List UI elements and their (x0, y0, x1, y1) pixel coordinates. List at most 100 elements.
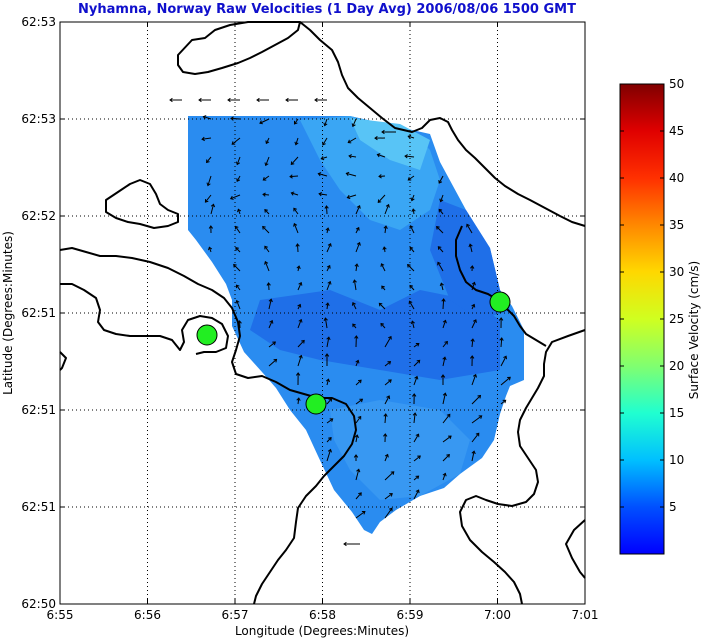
velocity-arrow (407, 175, 415, 181)
y-tick-label: 62:51 (21, 403, 56, 417)
x-tick-label: 6:58 (309, 608, 336, 622)
velocity-arrow (323, 118, 328, 127)
velocity-arrow (318, 191, 328, 197)
velocity-arrow (413, 375, 419, 386)
coastline-sw-islet (59, 351, 67, 371)
coastline-north-shore (299, 21, 586, 227)
velocity-arrow (383, 433, 388, 443)
velocity-arrow (439, 282, 444, 291)
velocity-arrow (470, 338, 475, 348)
x-axis-ticks: 6:55 6:56 6:57 6:58 6:59 7:00 7:01 (47, 22, 598, 622)
velocity-arrow (381, 129, 396, 135)
x-tick-label: 7:00 (484, 608, 511, 622)
velocity-arrow (407, 134, 415, 139)
velocity-arrow (442, 413, 451, 424)
velocity-arrow (326, 264, 331, 272)
velocity-arrow (206, 156, 212, 164)
velocity-arrow (355, 492, 362, 500)
velocity-arrow (256, 97, 269, 103)
velocity-arrow (407, 264, 415, 272)
velocity-arrow (266, 282, 271, 291)
velocity-arrow (471, 432, 480, 443)
velocity-arrow (268, 319, 274, 329)
velocity-arrow (324, 353, 330, 367)
velocity-arrow (294, 137, 299, 146)
velocity-arrow (441, 298, 446, 310)
velocity-arrow (297, 281, 303, 291)
velocity-arrow (353, 454, 359, 462)
velocity-arrow (235, 284, 241, 291)
velocity-arrow (285, 97, 298, 103)
coastline-east-shore (459, 329, 586, 605)
velocity-arrow (347, 137, 357, 144)
velocity-arrow (466, 223, 473, 234)
velocity-arrow (442, 435, 452, 443)
velocity-arrow (343, 541, 360, 547)
velocity-arrow (413, 359, 421, 367)
velocity-arrow (297, 339, 305, 348)
coastline-west-peninsula (59, 247, 357, 605)
colorbar-tick-label: 35 (669, 218, 684, 232)
velocity-arrow (411, 208, 416, 215)
velocity-arrow (381, 285, 386, 291)
velocity-arrow (235, 247, 241, 253)
colorbar-tick-label: 20 (669, 359, 684, 373)
velocity-arrow (442, 340, 448, 348)
velocity-arrow (262, 175, 270, 181)
velocity-arrow (326, 336, 331, 348)
velocity-arrow (384, 203, 390, 215)
velocity-arrow (355, 379, 362, 386)
velocity-arrow (346, 194, 357, 200)
velocity-arrow (290, 156, 299, 166)
velocity-arrow (384, 453, 389, 462)
velocity-arrow (442, 454, 450, 462)
velocity-arrow (326, 448, 333, 462)
velocity-arrow (471, 415, 483, 424)
velocity-arrow (323, 317, 328, 329)
velocity-arrow (293, 207, 299, 215)
velocity-arrow (500, 376, 511, 386)
velocity-patch-south (330, 400, 470, 500)
colorbar-ticks: 5 10 15 20 25 30 35 40 45 50 (620, 77, 684, 514)
velocity-arrow (409, 225, 415, 234)
velocity-arrow (437, 246, 444, 253)
velocity-arrow (208, 225, 214, 234)
velocity-arrow (471, 303, 476, 310)
velocity-arrow (471, 319, 477, 329)
coastline-west-inlet (60, 283, 229, 355)
velocity-arrow (265, 137, 270, 145)
velocity-arrow (384, 335, 392, 348)
velocity-arrow (383, 225, 388, 234)
velocity-arrow (355, 226, 360, 234)
velocity-patch-dark-east (430, 200, 510, 320)
y-tick-label: 62:52 (21, 209, 56, 223)
velocity-arrow (413, 433, 420, 443)
velocity-arrow (404, 154, 415, 159)
colorbar-tick-label: 10 (669, 453, 684, 467)
velocity-arrow (468, 243, 473, 253)
velocity-arrow (377, 194, 386, 204)
velocity-arrow (413, 475, 420, 481)
velocity-arrow (442, 319, 447, 329)
velocity-arrow (471, 394, 482, 405)
velocity-arrow (295, 243, 300, 253)
velocity-arrow (268, 298, 273, 310)
velocity-arrow (233, 263, 241, 272)
velocity-arrow (440, 374, 446, 386)
velocity-arrow (264, 245, 270, 253)
velocity-arrow (355, 241, 361, 253)
colorbar-tick-label: 45 (669, 124, 684, 138)
velocity-arrow (384, 379, 392, 386)
velocity-arrow (262, 225, 270, 234)
velocity-arrow (324, 205, 329, 215)
velocity-arrow (293, 222, 299, 234)
velocity-arrow (384, 395, 391, 405)
velocity-arrow (326, 436, 332, 443)
velocity-arrow (442, 472, 447, 481)
x-tick-label: 6:56 (134, 608, 161, 622)
x-tick-label: 6:55 (47, 608, 74, 622)
velocity-arrow (437, 261, 444, 272)
velocity-arrow (409, 246, 415, 253)
velocity-arrow (500, 355, 508, 367)
coastline-north-island (177, 21, 301, 75)
